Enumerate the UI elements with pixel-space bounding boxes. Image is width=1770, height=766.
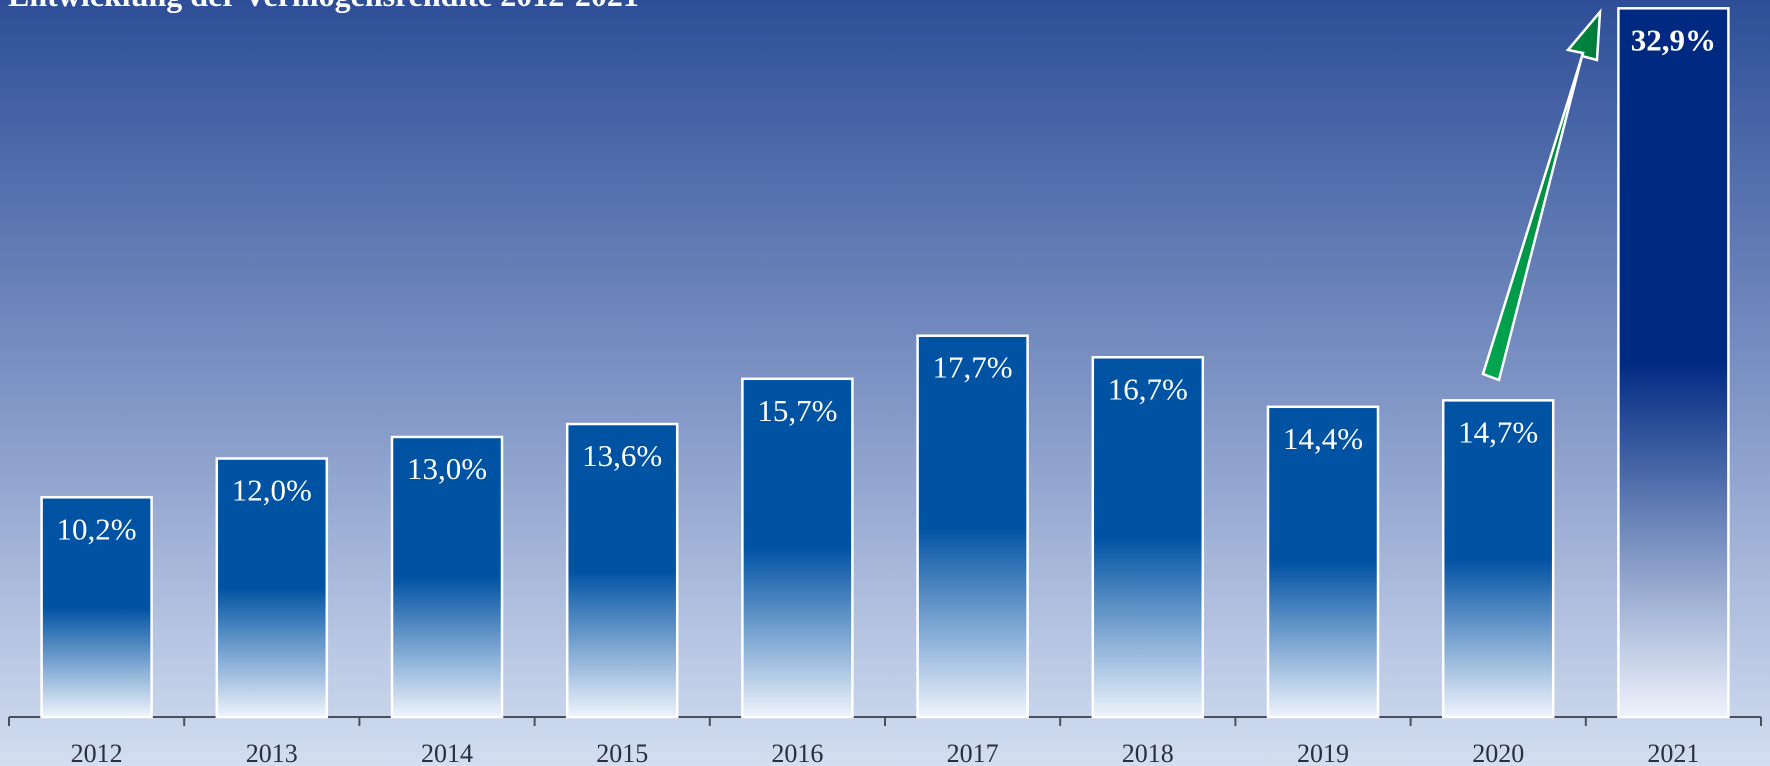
value-label: 17,7% [933, 350, 1013, 385]
bar [741, 377, 854, 719]
value-label: 10,2% [57, 511, 137, 546]
bar [40, 496, 153, 719]
bar [1441, 399, 1555, 719]
x-tick-label: 2014 [421, 739, 473, 766]
chart-title: Entwicklung der Vermögensrendite 2012-20… [8, 0, 639, 13]
x-tick-label: 2015 [596, 739, 648, 766]
bar [1091, 356, 1205, 719]
x-tick-label: 2016 [771, 739, 823, 766]
x-tick-label: 2017 [947, 739, 999, 766]
x-tick-label: 2019 [1297, 739, 1349, 766]
value-label: 16,7% [1108, 371, 1188, 406]
value-label: 13,6% [582, 438, 662, 473]
bar [565, 422, 679, 719]
bar [1266, 405, 1380, 719]
x-tick-label: 2012 [71, 739, 123, 766]
value-label: 12,0% [232, 473, 312, 508]
value-label: 32,9% [1631, 22, 1716, 57]
value-label: 15,7% [757, 393, 837, 428]
growth-arrow [1481, 8, 1602, 382]
value-label: 14,4% [1283, 421, 1363, 456]
bar [215, 457, 329, 719]
value-label: 13,0% [407, 451, 487, 486]
bar [1617, 7, 1730, 719]
value-label: 14,7% [1458, 414, 1538, 449]
x-tick-label: 2021 [1647, 739, 1699, 766]
bar [916, 334, 1029, 719]
x-tick-label: 2018 [1122, 739, 1174, 766]
bar [390, 435, 504, 719]
x-tick-label: 2013 [246, 739, 298, 766]
x-tick-label: 2020 [1472, 739, 1524, 766]
